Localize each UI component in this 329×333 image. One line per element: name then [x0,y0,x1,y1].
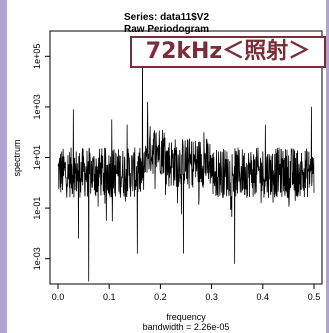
spectrum-series [57,41,315,282]
x-tick-label: 0.2 [154,292,167,302]
x-tick-label: 0.0 [52,292,65,302]
x-tick-label: 0.3 [205,292,218,302]
x-axis: 0.0 0.1 0.2 0.3 0.4 0.5 [52,284,321,302]
x-tick-label: 0.4 [257,292,270,302]
y-tick-label: 1e+03 [32,94,42,119]
y-tick-label: 1e-03 [32,247,42,270]
chart-title: Series: data11$V2 [123,12,210,23]
spectrum-line [57,41,315,282]
x-axis-label: frequency [166,312,206,322]
x-tick-label: 0.1 [103,292,116,302]
y-axis-label: spectrum [12,139,22,176]
y-tick-label: 1e+01 [32,145,42,170]
bandwidth-label: bandwidth = 2.26e-05 [143,322,230,332]
y-axis: 1e-03 1e-01 1e+01 1e+03 1e+05 [32,44,50,270]
frequency-annotation-box: 72kHz＜照射＞ [130,36,326,68]
x-tick-label: 0.5 [308,292,321,302]
chart-subtitle: Raw Periodogram [123,24,210,35]
y-tick-label: 1e-01 [32,197,42,220]
y-tick-label: 1e+05 [32,44,42,69]
